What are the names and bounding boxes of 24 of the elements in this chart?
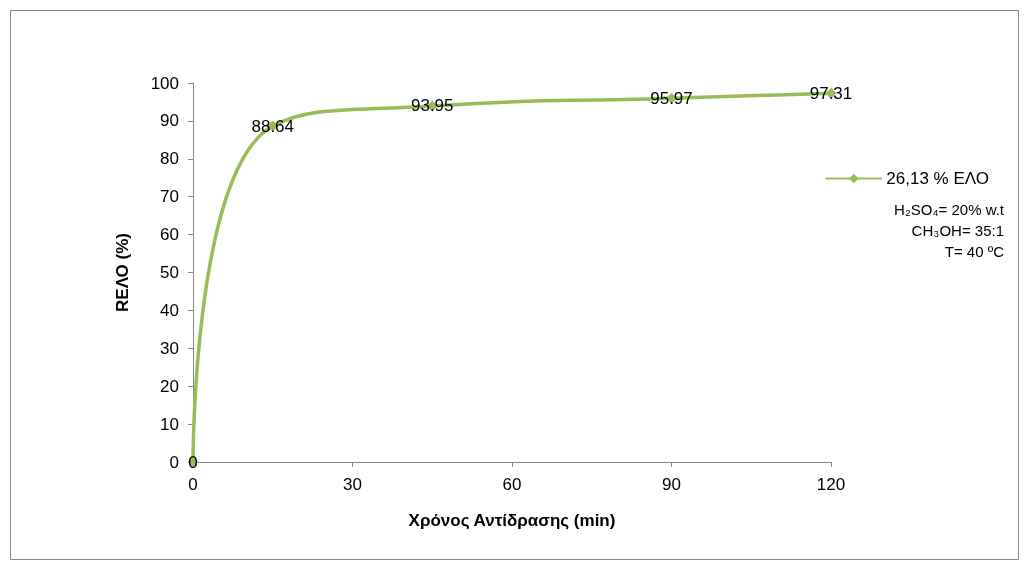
y-tick-label: 100 — [150, 73, 179, 93]
y-tick-label: 0 — [169, 452, 179, 472]
x-tick-label: 60 — [502, 475, 522, 494]
text: CH₃OH= 35:1 — [911, 222, 1005, 239]
y-tick-label: 70 — [160, 187, 179, 207]
y-axis-title: RΕΛΟ (%) — [113, 233, 132, 312]
y-tick-label: 40 — [160, 300, 179, 320]
y-tick-label: 50 — [160, 263, 179, 282]
y-tick-label: 60 — [160, 225, 179, 245]
x-tick-label: 120 — [816, 475, 846, 494]
x-tick-label: 0 — [188, 475, 198, 494]
text: H₂SO₄= 20% w.t — [894, 201, 1005, 218]
x-tick-label: 90 — [662, 475, 681, 494]
legend-label: 26,13 % ΕΛΟ — [886, 169, 990, 188]
x-axis-title: Χρόνος Αντίδρασης (min) — [408, 511, 616, 530]
y-tick-label: 10 — [160, 414, 179, 434]
y-tick-label: 90 — [160, 111, 179, 131]
text: T= 40 ºC — [944, 243, 1005, 260]
y-tick-label: 80 — [160, 149, 179, 169]
x-tick-label: 30 — [343, 475, 362, 494]
data-label: 93.95 — [410, 96, 454, 116]
data-label: 95.97 — [650, 88, 693, 108]
y-tick-label: 20 — [160, 376, 179, 396]
y-tick-label: 30 — [160, 338, 179, 358]
